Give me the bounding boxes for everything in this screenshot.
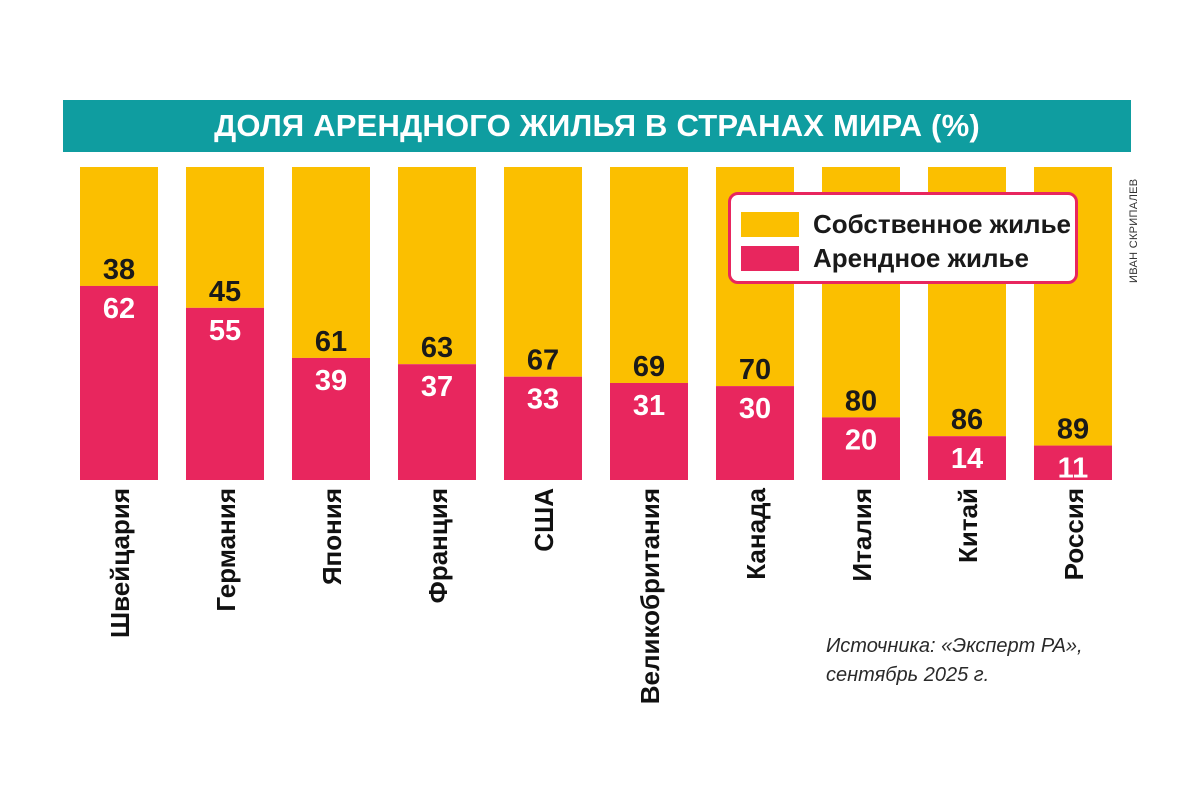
- chart-title: ДОЛЯ АРЕНДНОГО ЖИЛЬЯ В СТРАНАХ МИРА (%): [63, 100, 1131, 152]
- bar-rented: [80, 285, 158, 480]
- source-note: Источника: «Эксперт РА», сентябрь 2025 г…: [826, 632, 1083, 690]
- legend-item-owned: Собственное жилье: [741, 207, 1075, 241]
- bar-owned: [398, 167, 476, 365]
- data-label-owned: 67: [527, 345, 559, 377]
- data-label-rented: 30: [739, 393, 771, 425]
- data-label-rented: 14: [951, 443, 983, 475]
- bar-owned: [186, 167, 264, 308]
- bar-rented: [822, 417, 900, 480]
- bar-rented: [1034, 445, 1112, 480]
- category-tick-label: Германия: [211, 488, 241, 612]
- data-label-rented: 11: [1058, 453, 1089, 485]
- bar-owned: [504, 167, 582, 377]
- legend: Собственное жилье Арендное жилье: [728, 192, 1078, 284]
- category-tick-label: Великобритания: [635, 488, 665, 704]
- legend-item-rented: Арендное жилье: [741, 241, 1075, 275]
- data-label-rented: 62: [103, 293, 135, 325]
- data-label-owned: 89: [1057, 414, 1089, 446]
- bar-rented: [716, 386, 794, 480]
- data-label-rented: 37: [421, 371, 453, 403]
- data-label-rented: 31: [633, 390, 665, 422]
- bar-rented: [292, 357, 370, 480]
- bar-rented: [398, 364, 476, 480]
- data-label-owned: 38: [103, 254, 135, 286]
- bar-owned: [80, 167, 158, 286]
- source-line-1: Источника: «Эксперт РА»,: [826, 635, 1083, 657]
- bar-rented: [504, 376, 582, 480]
- data-label-owned: 80: [845, 385, 877, 417]
- legend-label-owned: Собственное жилье: [813, 208, 1072, 239]
- bar-rented: [186, 307, 264, 480]
- data-label-owned: 69: [633, 351, 665, 383]
- category-tick-label: Япония: [317, 488, 347, 585]
- data-label-rented: 33: [527, 384, 559, 416]
- data-label-owned: 70: [739, 354, 771, 386]
- bar-rented: [610, 382, 688, 480]
- bar-owned: [610, 167, 688, 383]
- source-line-2: сентябрь 2025 г.: [826, 664, 990, 686]
- category-tick-label: Франция: [423, 488, 453, 603]
- category-tick-label: Китай: [953, 488, 983, 563]
- category-tick-label: Россия: [1059, 488, 1089, 580]
- data-label-rented: 20: [845, 424, 877, 456]
- data-label-rented: 55: [209, 315, 241, 347]
- data-label-owned: 86: [951, 404, 983, 436]
- legend-swatch-owned: [741, 211, 799, 237]
- legend-swatch-rented: [741, 245, 799, 271]
- data-label-rented: 39: [315, 365, 347, 397]
- legend-label-rented: Арендное жилье: [813, 242, 1029, 273]
- category-tick-label: Швейцария: [105, 488, 135, 638]
- data-label-owned: 63: [421, 332, 453, 364]
- data-label-owned: 61: [315, 326, 347, 358]
- category-tick-label: США: [529, 488, 559, 552]
- bar-rented: [928, 436, 1006, 480]
- bar-owned: [292, 167, 370, 358]
- category-tick-label: Италия: [847, 488, 877, 582]
- category-tick-label: Канада: [741, 487, 771, 579]
- data-label-owned: 45: [209, 276, 241, 308]
